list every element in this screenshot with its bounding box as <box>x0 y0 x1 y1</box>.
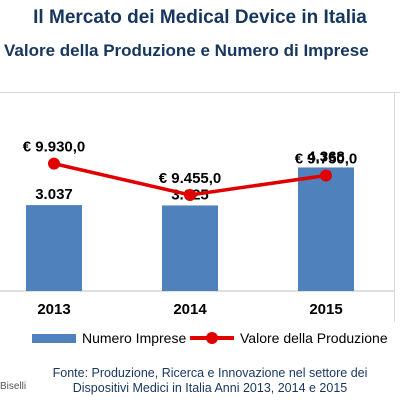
legend-swatch-line <box>190 332 234 344</box>
bar-label-2015: 4.368 <box>307 148 345 165</box>
line-point-2014 <box>184 188 196 201</box>
line-label-2013: € 9.930,0 <box>23 139 86 156</box>
chart-title: Il Mercato dei Medical Device in Italia <box>33 7 367 28</box>
chart-subtitle: Valore della Produzione e Numero di Impr… <box>4 41 369 60</box>
line-label-2015: € 9.750,0 <box>295 151 358 168</box>
x-tick-2013: 2013 <box>37 301 70 318</box>
bar-label-2013: 3.037 <box>35 186 73 203</box>
source-note: Fonte: Produzione, Ricerca e Innovazione… <box>52 366 368 395</box>
legend-item-bars: Numero Imprese <box>32 330 186 346</box>
line-label-2014: € 9.455,0 <box>159 170 222 187</box>
bar-2014 <box>162 205 218 291</box>
legend-swatch-bar <box>32 333 76 343</box>
plot-frame-top <box>0 92 400 93</box>
plot-frame-right <box>394 92 395 322</box>
line-point-2015 <box>320 169 332 182</box>
bar-2015 <box>298 167 354 291</box>
x-tick-2015: 2015 <box>309 301 342 318</box>
legend-item-line: Valore della Produzione <box>190 330 388 346</box>
bar-2013 <box>26 205 82 291</box>
x-tick-2014: 2014 <box>173 301 207 318</box>
legend-label-bars: Numero Imprese <box>82 330 187 346</box>
line-point-2013 <box>48 157 60 170</box>
legend-label-line: Valore della Produzione <box>240 330 388 346</box>
author-credit: Biselli <box>0 381 27 392</box>
